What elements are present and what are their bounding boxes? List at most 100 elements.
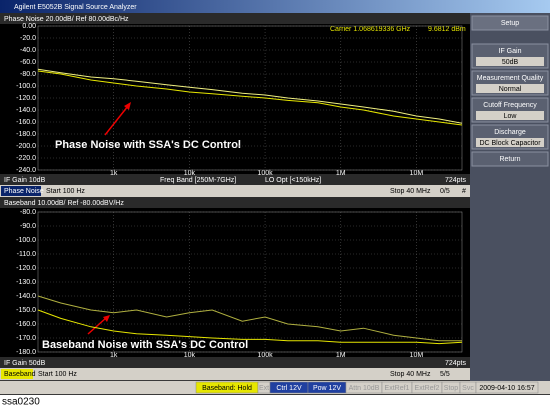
y-tick-label: -40.0 [20,47,36,54]
x-tick-label: 100k [257,352,273,359]
arrow-head [124,102,131,110]
y-tick-label: -120.0 [16,265,36,272]
x-tick-label: 1k [110,170,118,177]
panel-header-text: Baseband 10.00dB/ Ref -80.00dBV/Hz [4,200,124,207]
x-tick-label: 1k [110,352,118,359]
status: LO Opt [<150kHz] [265,177,321,184]
softkey-value-box [476,111,544,120]
y-tick-label: -90.0 [20,223,36,230]
y-tick-label: -100.0 [16,237,36,244]
softkey-value-box [476,57,544,66]
y-tick-label: -150.0 [16,307,36,314]
x-tick-label: 1M [336,170,346,177]
x-tick-label: 1M [336,352,346,359]
x-tick-label: 10M [410,170,424,177]
plot-area [0,24,470,174]
y-tick-label: -130.0 [16,279,36,286]
status: 724pts [445,360,467,367]
softkey-value: Normal [499,86,522,93]
arrow [104,105,129,136]
y-tick-label: -140.0 [16,293,36,300]
y-tick-label: -240.0 [16,167,36,174]
plot-area [0,208,470,357]
status-item [475,381,539,394]
panel-header [0,13,470,24]
y-tick-label: -180.0 [16,131,36,138]
x-tick-label: 100k [257,170,273,177]
y-tick-label: -100.0 [16,83,36,90]
status-text: Attn 10dB [349,385,380,392]
status-text: Ctrl 12V [276,385,302,392]
count: 0/5 [440,188,450,195]
caption: ssa0230 [2,397,40,408]
status-text: Ext [259,385,269,392]
softkey-value: DC Block Capacitor [479,140,541,147]
trace [37,295,462,342]
status-row [0,174,470,185]
y-tick-label: 0.00 [22,23,36,30]
y-tick-label: -140.0 [16,107,36,114]
softkey-value-box [476,138,544,147]
panel-header [0,197,470,208]
plot-frame [37,25,463,171]
stop: Stop 40 MHz [390,371,431,378]
status-text: Svc [462,385,474,392]
mark: # [462,188,466,195]
stop: Stop 40 MHz [390,188,431,195]
status-text: ExtRef1 [385,385,410,392]
y-tick-label: -220.0 [16,155,36,162]
softkey-label: Discharge [494,129,526,136]
softkey[interactable] [471,151,549,167]
softkey-label: Cutoff Frequency [483,102,537,109]
softkey[interactable] [471,15,549,31]
footer-row [0,185,470,197]
y-tick-label: -80.0 [20,71,36,78]
start: Start 100 Hz [38,371,77,378]
status-text: Pow 12V [313,385,341,392]
status: 724pts [445,177,467,184]
y-tick-label: -60.0 [20,59,36,66]
carrier: Carrier 1.068619336 GHz [330,26,411,33]
y-tick-label: -120.0 [16,95,36,102]
trace [37,309,463,345]
arrow-head [103,315,110,322]
x-tick-label: 10k [184,352,196,359]
y-tick-label: -80.0 [20,209,36,216]
softkey-value: 50dB [502,59,519,66]
y-tick-label: -20.0 [20,35,36,42]
y-tick-label: -180.0 [16,349,36,356]
status: IF Gain 10dB [4,177,46,184]
softkey-label: Return [499,156,520,163]
status: IF Gain 50dB [4,360,46,367]
y-tick-label: -200.0 [16,143,36,150]
start: Start 100 Hz [46,188,85,195]
y-tick-label: -160.0 [16,321,36,328]
plot-frame [37,211,463,353]
trace-tab[interactable] [1,369,33,379]
annotation: Baseband Noise with SSA's DC Control [42,339,248,351]
power: 9.6812 dBm [428,26,466,33]
softkey-value: Low [504,113,518,120]
status-text: Baseband: Hold [202,385,252,392]
trace-tab[interactable] [1,186,41,196]
x-tick-label: 10M [410,352,424,359]
status-text: ExtRef2 [415,385,440,392]
status-text: Stop [444,385,459,392]
softkey-label: Setup [501,20,519,27]
count: 5/5 [440,371,450,378]
window-title: Agilent E5052B Signal Source Analyzer [14,4,137,11]
status-text: 2009-04-10 16:57 [479,385,534,392]
arrow [87,317,107,335]
status: Freq Band [250M-7GHz] [160,177,236,184]
softkey-value-box [476,84,544,93]
y-tick-label: -160.0 [16,119,36,126]
y-tick-label: -110.0 [17,251,36,258]
footer-row [0,368,470,380]
trace [37,68,463,124]
annotation: Phase Noise with SSA's DC Control [55,139,241,151]
softkey-label: Measurement Quality [477,75,544,82]
x-tick-label: 10k [184,170,196,177]
trace-name: Phase Noise [4,188,44,195]
y-tick-label: -170.0 [16,335,36,342]
